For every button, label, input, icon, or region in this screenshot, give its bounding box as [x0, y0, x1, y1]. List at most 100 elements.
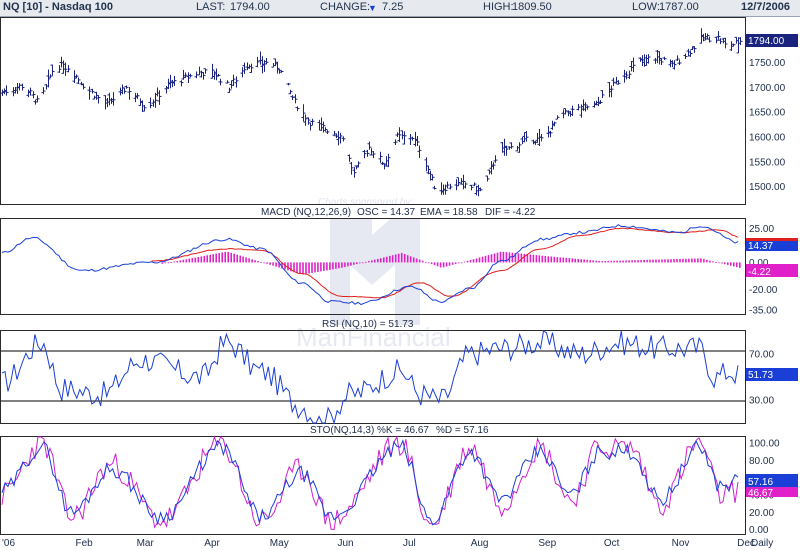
x-tick-label: Aug [471, 538, 489, 549]
price-bar [644, 54, 649, 66]
x-tick-label: Nov [672, 538, 690, 549]
macd-dif-bar [215, 253, 217, 263]
x-tick-label: '06 [2, 538, 15, 549]
price-bar [552, 121, 557, 127]
price-bar [120, 84, 125, 95]
price-bar [249, 63, 254, 73]
y-tick-label: 25.00 [749, 224, 774, 235]
macd-dif-bar [667, 259, 669, 263]
price-bar [367, 141, 372, 150]
price-bar [74, 74, 79, 79]
price-bar [310, 118, 315, 125]
x-tick-label: Jul [403, 538, 416, 549]
price-bar [430, 174, 435, 181]
macd-dif-bar [703, 259, 705, 263]
price-bar [277, 69, 282, 74]
macd-dif-bar [308, 262, 310, 274]
macd-dif-bar [206, 255, 208, 263]
price-bar [688, 50, 693, 57]
macd-dif-bar [484, 255, 487, 263]
macd-dif-bar [170, 262, 173, 263]
macd-dif-bar [269, 262, 271, 265]
rsi-panel-frame [0, 330, 746, 424]
price-bar [240, 67, 245, 78]
y-tick-label: -20.00 [749, 285, 778, 296]
y-tick-label: 100.00 [749, 439, 780, 450]
macd-dif-bar [601, 261, 603, 263]
macd-dif-bar [559, 257, 562, 263]
price-bar [478, 187, 483, 192]
macd-ema-label: EMA = 18.58 [420, 207, 478, 218]
price-bar [718, 38, 723, 45]
price-bar [384, 156, 389, 167]
price-bar [214, 68, 219, 81]
macd-dif-bar [475, 258, 478, 263]
price-bar [332, 130, 337, 136]
macd-dif-bar [529, 254, 532, 263]
price-bar [640, 55, 645, 67]
svg-text:1794.00: 1794.00 [748, 36, 785, 47]
macd-dif-bar [454, 262, 457, 264]
price-bar [487, 169, 492, 175]
sto-k-label: %K = 46.67 [377, 425, 429, 436]
price-bar [349, 162, 354, 175]
high-label: HIGH: [483, 1, 514, 13]
price-bar [614, 76, 619, 84]
price-bar [672, 60, 677, 70]
macd-dif-bar [430, 262, 433, 265]
macd-dif-bar [541, 255, 544, 263]
macd-dif-bar [514, 253, 517, 263]
price-bar [352, 167, 357, 178]
macd-dif-bar [649, 259, 651, 263]
price-bar [109, 97, 114, 104]
macd-dif-bar [188, 258, 191, 263]
price-bar [142, 104, 147, 112]
price-bar [548, 130, 553, 138]
price-bar [642, 54, 647, 67]
price-bar [683, 53, 688, 60]
macd-dif-bar [400, 252, 403, 263]
macd-dif-bar [613, 260, 615, 263]
price-bar [502, 138, 507, 156]
macd-dif-bar [323, 262, 325, 271]
price-bar [111, 92, 116, 106]
macd-title: MACD (NQ,12,26,9) [261, 207, 351, 218]
macd-dif-value-box: -4.22 [746, 264, 798, 278]
macd-dif-bar [532, 254, 535, 263]
macd-dif-bar [706, 259, 708, 263]
macd-dif-bar [478, 257, 481, 263]
macd-dif-bar [472, 259, 475, 263]
price-bar [157, 90, 162, 105]
price-bar [474, 185, 479, 196]
price-bar [201, 71, 206, 80]
macd-dif-bar [287, 262, 289, 271]
macd-dif-bar [739, 262, 741, 268]
price-bar [0, 89, 5, 96]
price-bar [408, 134, 413, 145]
price-bar [459, 178, 464, 185]
macd-dif-bar [290, 262, 292, 272]
price-bar [170, 79, 175, 88]
watermark-brand-text: ManFinancial [296, 322, 451, 352]
macd-dif-bar [583, 259, 585, 263]
price-bar [255, 56, 260, 68]
sto-d-line [1, 439, 739, 526]
macd-dif-bar [335, 262, 337, 269]
low-label: LOW: [632, 1, 660, 13]
macd-dif-bar [490, 254, 493, 263]
price-bar [33, 100, 38, 105]
macd-dif-bar [595, 260, 597, 263]
y-tick-label: 1700.00 [749, 83, 786, 94]
price-bar [395, 132, 400, 137]
x-tick-label: Jun [338, 538, 354, 549]
price-bar [303, 114, 308, 126]
macd-dif-bar [356, 262, 358, 265]
macd-dif-bar [625, 260, 627, 263]
macd-dif-bar [203, 255, 206, 263]
price-bar [59, 56, 64, 68]
macd-dif-bar [311, 262, 313, 273]
macd-dif-bar [523, 253, 526, 263]
macd-dif-bar [463, 261, 466, 263]
macd-dif-bar [383, 257, 385, 263]
price-bar [133, 92, 138, 103]
